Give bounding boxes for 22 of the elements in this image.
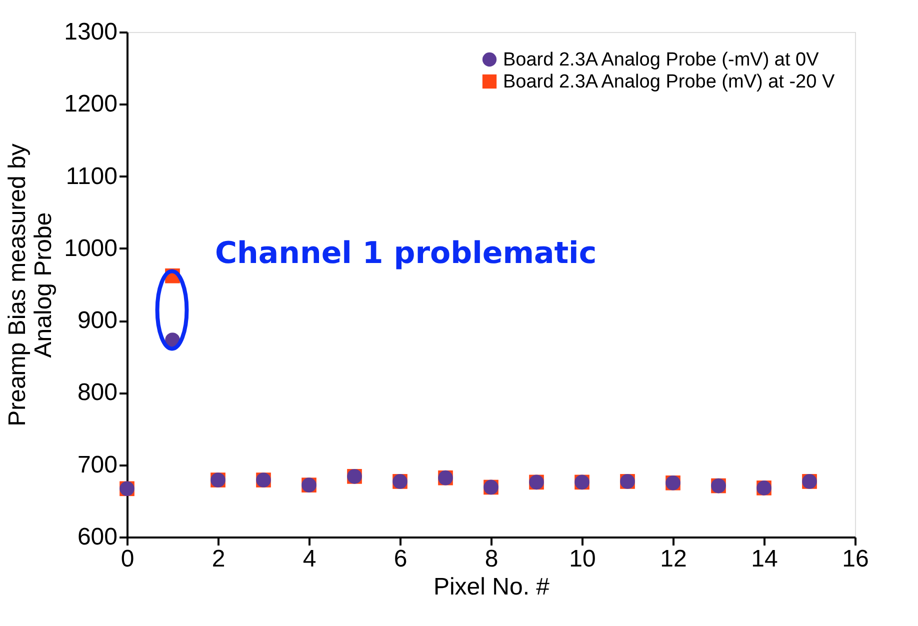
x-tick-label: 2 bbox=[212, 546, 226, 572]
x-axis-title: Pixel No. # bbox=[433, 574, 550, 600]
x-tick-label: 4 bbox=[302, 546, 316, 572]
y-axis-title: Preamp Bias measured by Analog Probe bbox=[4, 144, 58, 426]
x-tick-label: 12 bbox=[660, 546, 687, 572]
y-tick-label: 1200 bbox=[64, 90, 118, 118]
y-tick-label: 800 bbox=[77, 379, 118, 406]
y-tick-label: 700 bbox=[77, 451, 118, 478]
legend-label: Board 2.3A Analog Probe (-mV) at 0V bbox=[503, 50, 820, 70]
x-tick-label: 10 bbox=[569, 546, 596, 572]
y-tick-label: 1300 bbox=[64, 18, 118, 46]
x-tick-label: 8 bbox=[484, 546, 498, 572]
x-tick-label: 0 bbox=[120, 546, 134, 572]
x-tick-label: 14 bbox=[751, 546, 778, 572]
x-tick-label: 16 bbox=[842, 546, 869, 572]
y-tick-label: 1000 bbox=[64, 234, 118, 262]
y-tick-label: 900 bbox=[77, 307, 118, 334]
y-tick-label: 600 bbox=[77, 524, 118, 550]
x-tick-label: 6 bbox=[394, 546, 408, 572]
y-tick-label: 1100 bbox=[66, 162, 118, 190]
annotation: Channel 1 problematic bbox=[215, 236, 597, 271]
legend-label: Board 2.3A Analog Probe (mV) at -20 V bbox=[503, 72, 835, 92]
